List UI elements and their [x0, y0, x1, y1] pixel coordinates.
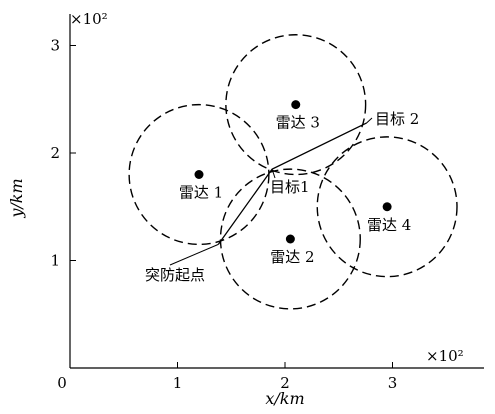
radar-coverage-circle: [225, 34, 367, 176]
start-point-label: 突防起点: [145, 266, 205, 284]
x-tick-label: 0: [57, 374, 67, 392]
radar-label: 雷达 2: [270, 248, 314, 266]
radar-label: 雷达 3: [276, 114, 320, 132]
radar-center-dot: [291, 100, 301, 110]
target2-leader-line: [366, 117, 373, 124]
x-tick-label: 1: [173, 374, 183, 392]
radar-label: 雷达 1: [179, 184, 223, 202]
x-axis-label: x/km: [265, 389, 304, 408]
radar-layer: 雷达 1 雷达 2 雷达 3 雷达 4: [128, 34, 458, 310]
radar-coverage-circle: [316, 136, 458, 278]
y-tick-label: 2: [50, 144, 60, 162]
target1-leader-line: [271, 168, 276, 179]
radar-center-dot: [194, 170, 204, 179]
y-tick-label: 3: [50, 37, 60, 55]
target2-label: 目标 2: [375, 110, 419, 128]
x-multiplier: ×10²: [426, 347, 464, 365]
radar-center-dot: [382, 202, 392, 212]
path-layer: [169, 117, 373, 266]
radar-label: 雷达 4: [367, 216, 411, 234]
y-ticks: 1 2 3: [50, 37, 76, 270]
radar-center-dot: [285, 234, 295, 244]
y-multiplier: ×10²: [70, 10, 108, 28]
x-tick-label: 3: [388, 374, 398, 392]
radar-coverage-circle: [219, 168, 361, 310]
start-leader-line: [169, 243, 219, 266]
x-tick-label: 2: [280, 374, 290, 392]
y-tick-label: 1: [50, 252, 60, 270]
target1-label: 目标1: [270, 178, 310, 196]
y-axis-label: y/km: [7, 178, 26, 218]
x-ticks: 0 1 2 3: [57, 362, 397, 392]
